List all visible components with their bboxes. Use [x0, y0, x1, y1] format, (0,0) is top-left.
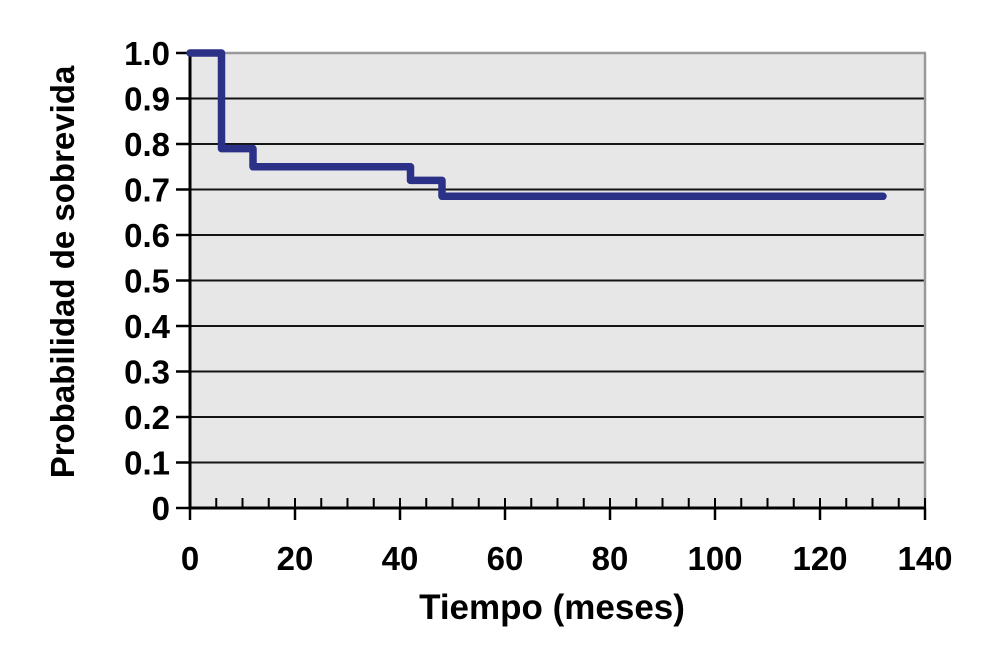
x-axis-title: Tiempo (meses) [419, 588, 685, 627]
y-tick-label: 0.5 [124, 263, 170, 300]
x-tick-label: 140 [897, 540, 952, 577]
y-axis-title: Probabilidad de sobrevida [44, 65, 81, 479]
y-tick-label: 1.0 [124, 35, 170, 72]
y-tick-label: 0.3 [124, 354, 170, 391]
x-tick-label: 100 [687, 540, 742, 577]
x-tick-label: 80 [592, 540, 629, 577]
x-tick-label: 0 [181, 540, 199, 577]
y-tick-label: 0.8 [124, 126, 170, 163]
x-tick-label: 60 [487, 540, 524, 577]
survival-curve [186, 49, 887, 201]
y-tick-label: 0.1 [124, 445, 170, 482]
y-tick-label: 0.2 [124, 399, 170, 436]
y-tick-label: 0.9 [124, 81, 170, 118]
y-tick-label: 0.4 [124, 308, 171, 345]
x-tick-label: 20 [277, 540, 314, 577]
y-tick-label: 0 [152, 490, 170, 527]
y-tick-label: 0.6 [124, 217, 170, 254]
x-tick-label: 40 [382, 540, 419, 577]
x-tick-label: 120 [792, 540, 847, 577]
y-tick-label: 0.7 [124, 172, 170, 209]
